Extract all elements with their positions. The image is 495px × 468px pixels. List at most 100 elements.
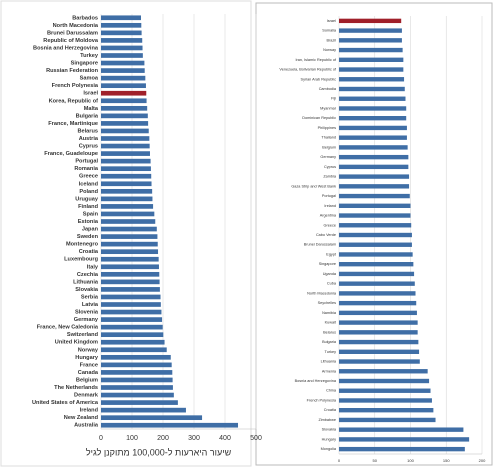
x-axis-label: שיעור היארעות ל-100,000 מתוקנן לגיל bbox=[86, 447, 232, 457]
bar bbox=[339, 427, 464, 432]
category-label: Uganda bbox=[323, 272, 337, 276]
x-tick-label: 50 bbox=[373, 458, 378, 463]
bar bbox=[101, 30, 142, 36]
bar bbox=[101, 415, 203, 421]
bar bbox=[101, 377, 173, 383]
category-label: China bbox=[326, 389, 337, 393]
category-label: Philippines bbox=[318, 126, 336, 130]
bar bbox=[101, 128, 149, 134]
bar bbox=[339, 28, 402, 33]
category-label: French Polynesia bbox=[52, 83, 99, 89]
bar bbox=[101, 287, 160, 292]
category-label: Bulgaria bbox=[322, 340, 337, 344]
bar bbox=[101, 249, 159, 255]
bar bbox=[339, 359, 420, 364]
category-label: Russian Federation bbox=[46, 68, 98, 74]
bar bbox=[101, 68, 145, 73]
bar bbox=[339, 223, 412, 228]
category-label: United States of America bbox=[32, 400, 99, 406]
bar bbox=[339, 281, 415, 286]
category-label: Croatia bbox=[324, 408, 337, 412]
category-label: France, Martinique bbox=[48, 121, 98, 127]
bar bbox=[101, 309, 162, 315]
category-label: Greece bbox=[79, 174, 98, 180]
category-label: Estonia bbox=[78, 219, 99, 225]
bar bbox=[101, 38, 143, 43]
bar bbox=[339, 446, 465, 452]
x-tick-label: 150 bbox=[443, 458, 450, 463]
bar bbox=[339, 18, 402, 24]
bar bbox=[339, 77, 405, 82]
bar bbox=[101, 370, 173, 375]
bar bbox=[101, 143, 150, 149]
category-label: North Macedonia bbox=[307, 291, 337, 295]
bar bbox=[339, 330, 418, 335]
bar bbox=[101, 136, 150, 141]
bar bbox=[339, 417, 436, 423]
bar bbox=[101, 181, 152, 187]
bar bbox=[101, 121, 149, 126]
category-label: Italy bbox=[87, 264, 99, 270]
category-label: France, Guadeloupe bbox=[44, 151, 98, 157]
bar bbox=[339, 349, 420, 354]
category-label: Seychelles bbox=[318, 301, 336, 305]
bar bbox=[101, 339, 165, 345]
bar bbox=[101, 241, 158, 247]
bar bbox=[101, 204, 154, 209]
category-label: Canada bbox=[78, 370, 99, 376]
bar bbox=[101, 407, 186, 413]
category-label: Bosnia and Herzegovina bbox=[295, 379, 337, 383]
bar bbox=[101, 158, 151, 164]
category-label: Cambodia bbox=[319, 87, 337, 91]
category-label: Zimbabwe bbox=[318, 418, 336, 422]
category-label: France, New Caledonia bbox=[37, 325, 99, 331]
category-label: Hungary bbox=[75, 355, 99, 361]
category-label: Switzerland bbox=[67, 332, 99, 338]
bar bbox=[101, 83, 146, 89]
bar bbox=[101, 15, 141, 21]
x-tick-label: 200 bbox=[479, 458, 486, 463]
bar bbox=[101, 173, 152, 179]
x-tick-label: 300 bbox=[188, 435, 200, 442]
category-label: Portugal bbox=[322, 194, 336, 198]
category-label: Uruguay bbox=[75, 196, 99, 202]
category-label: The Netherlands bbox=[54, 385, 98, 391]
category-label: Montenegro bbox=[66, 242, 99, 248]
category-label: Japan bbox=[82, 227, 99, 233]
category-label: Turkey bbox=[80, 53, 99, 59]
bar bbox=[339, 339, 419, 345]
bar bbox=[339, 116, 407, 121]
bar bbox=[339, 96, 406, 101]
category-label: Croatia bbox=[79, 249, 99, 255]
category-label: Lithuania bbox=[73, 279, 99, 285]
category-label: Kuwait bbox=[325, 321, 337, 325]
bar bbox=[339, 106, 407, 111]
category-label: Iceland bbox=[79, 181, 99, 187]
category-label: Belarus bbox=[77, 128, 98, 134]
category-label: Sweden bbox=[77, 234, 99, 240]
category-label: Slovenia bbox=[75, 310, 99, 316]
category-label: Venezuela, Bolivarian Republic of bbox=[279, 68, 337, 72]
bar bbox=[101, 362, 172, 368]
bar bbox=[339, 300, 417, 306]
bar bbox=[101, 53, 143, 58]
bar bbox=[339, 252, 413, 257]
category-label: Slovakia bbox=[322, 428, 337, 432]
bar bbox=[339, 271, 415, 277]
category-label: France bbox=[80, 362, 98, 368]
bar bbox=[101, 264, 159, 270]
bar bbox=[101, 105, 148, 111]
category-label: Denmark bbox=[74, 393, 99, 399]
bar bbox=[339, 242, 412, 247]
category-label: United Kingdom bbox=[55, 340, 98, 346]
bar bbox=[339, 378, 430, 384]
category-label: Thailand bbox=[321, 136, 336, 140]
category-label: Germany bbox=[320, 155, 336, 159]
category-label: Cabo Verde bbox=[316, 233, 336, 237]
category-label: Brunei Darussalam bbox=[47, 30, 98, 36]
category-label: Austria bbox=[79, 136, 99, 142]
bar bbox=[339, 57, 404, 62]
category-label: Norway bbox=[323, 48, 336, 52]
category-label: Somalia bbox=[322, 29, 337, 33]
category-label: Republic of Moldova bbox=[43, 38, 99, 44]
